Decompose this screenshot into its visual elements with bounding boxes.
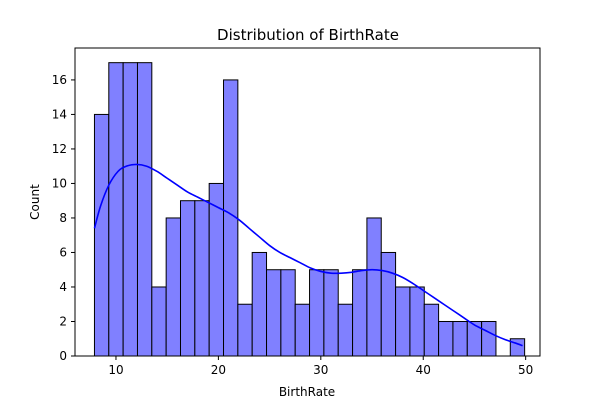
y-tick-label: 8 <box>59 211 67 225</box>
histogram-bar <box>409 286 425 357</box>
histogram-bar <box>337 303 354 357</box>
histogram-bar <box>438 320 454 357</box>
histogram-bar <box>380 251 397 357</box>
x-tick-label: 10 <box>108 363 123 377</box>
x-tick-label: 20 <box>211 363 226 377</box>
y-tick-label: 16 <box>52 73 67 87</box>
histogram-bar <box>179 200 196 357</box>
histogram-bar <box>251 251 268 357</box>
y-tick-label: 12 <box>52 142 67 156</box>
histogram-bar <box>294 303 311 357</box>
histogram-bar <box>309 269 325 357</box>
histogram-bars <box>93 62 526 357</box>
histogram-bar <box>395 286 411 357</box>
y-tick-label: 0 <box>59 349 67 363</box>
x-axis-label: BirthRate <box>279 385 335 399</box>
histogram-bar <box>481 320 497 357</box>
histogram-bar <box>352 269 368 357</box>
kde-curve <box>93 163 523 347</box>
y-tick-label: 6 <box>59 245 67 259</box>
y-axis-ticks: 0 2 4 6 8 10 12 14 16 <box>52 73 75 363</box>
histogram-bar <box>266 269 282 357</box>
x-tick-label: 30 <box>313 363 328 377</box>
histogram-bar <box>452 320 468 357</box>
histogram-bar <box>165 217 181 357</box>
histogram-bar <box>423 303 440 357</box>
x-tick-label: 50 <box>518 363 533 377</box>
x-axis-ticks: 10 20 30 40 50 <box>108 356 533 377</box>
x-tick-label: 40 <box>416 363 431 377</box>
histogram-bar <box>194 200 210 357</box>
histogram-bar <box>280 269 296 357</box>
y-axis-label: Count <box>28 184 42 220</box>
histogram-bar <box>108 62 124 357</box>
histogram-bar <box>136 62 153 357</box>
histogram-bar <box>466 320 483 357</box>
y-tick-label: 10 <box>52 176 67 190</box>
histogram-bar <box>366 217 382 357</box>
plot-area-frame <box>74 47 541 357</box>
histogram-bar <box>323 269 339 357</box>
chart-title: Distribution of BirthRate <box>217 26 399 44</box>
histogram-bar <box>122 62 138 357</box>
histogram-bar <box>237 303 253 357</box>
y-tick-label: 4 <box>59 280 67 294</box>
y-tick-label: 2 <box>59 314 67 328</box>
histogram-bar <box>151 286 167 357</box>
y-tick-label: 14 <box>52 107 67 121</box>
histogram-bar <box>93 113 110 357</box>
